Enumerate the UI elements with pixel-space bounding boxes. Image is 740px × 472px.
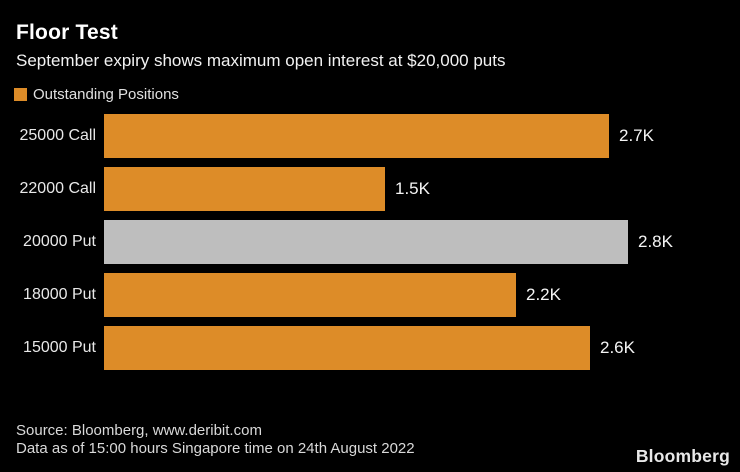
bar-row: 20000 Put 2.8K (0, 220, 740, 264)
bar (104, 167, 385, 211)
chart-title: Floor Test (16, 21, 118, 44)
bar (104, 273, 516, 317)
category-label: 20000 Put (23, 233, 96, 250)
bar-row: 18000 Put 2.2K (0, 273, 740, 317)
bar-rows: 25000 Call 2.7K 22000 Call 1.5K 20000 Put 2.8… (0, 114, 740, 370)
bloomberg-logo: Bloomberg (635, 446, 730, 466)
bar (104, 326, 590, 370)
category-label: 15000 Put (23, 339, 96, 356)
category-label: 18000 Put (23, 286, 96, 303)
bar-row: 15000 Put 2.6K (0, 326, 740, 370)
footer-notes: Source: Bloomberg, www.deribit.com Data … (16, 422, 415, 458)
value-label: 1.5K (395, 179, 430, 198)
value-label: 2.2K (526, 285, 561, 304)
legend-swatch-icon (14, 88, 27, 101)
category-label: 22000 Call (19, 180, 97, 197)
data-note-line: Data as of 15:00 hours Singapore time on… (16, 440, 415, 457)
bar-row: 25000 Call 2.7K (0, 114, 740, 158)
legend: Outstanding Positions (14, 86, 179, 103)
bar-chart: 25000 Call 2.7K 22000 Call 1.5K 20000 Put 2.8… (0, 114, 740, 379)
bar (104, 220, 628, 264)
bar-row: 22000 Call 1.5K (0, 167, 740, 211)
value-label: 2.8K (638, 232, 673, 251)
legend-label: Outstanding Positions (33, 86, 179, 103)
value-label: 2.6K (600, 338, 635, 357)
value-label: 2.7K (619, 126, 654, 145)
chart-subtitle: September expiry shows maximum open inte… (16, 51, 506, 70)
bar (104, 114, 609, 158)
category-label: 25000 Call (19, 127, 97, 144)
source-line: Source: Bloomberg, www.deribit.com (16, 422, 262, 439)
